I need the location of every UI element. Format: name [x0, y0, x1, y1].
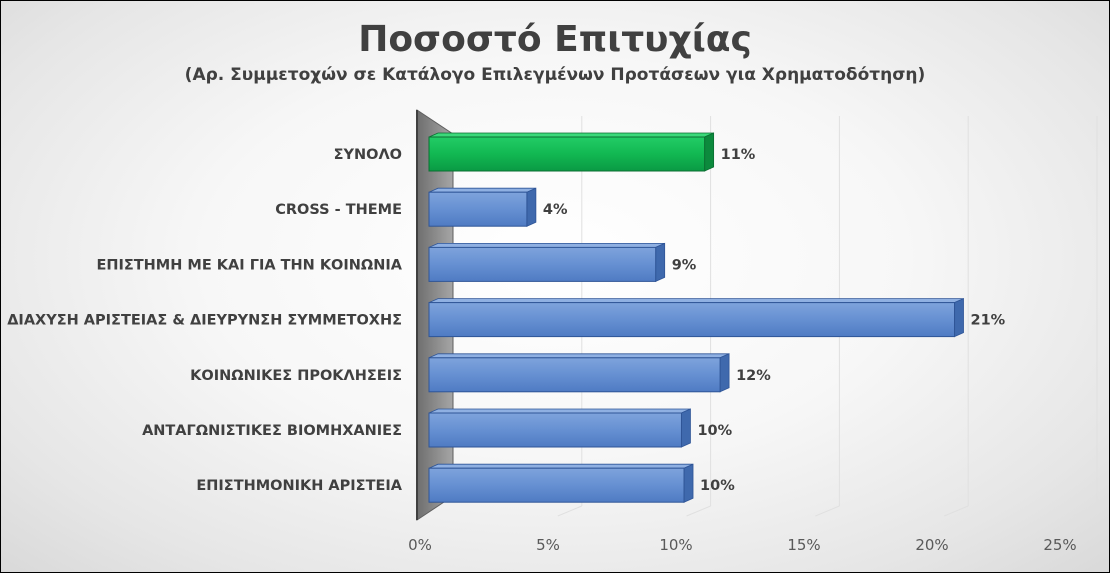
- bar: [428, 246, 657, 282]
- gridline-floor: [944, 505, 969, 517]
- x-tick-label: 15%: [787, 536, 820, 554]
- chart-title: Ποσοστό Επιτυχίας: [358, 19, 752, 60]
- category-labels: ΣΥΝΟΛΟ CROSS - THEME ΕΠΙΣΤΗΜΗ ΜΕ ΚΑΙ ΓΙΑ Τ…: [7, 147, 403, 494]
- bar: [428, 467, 685, 503]
- x-tick-label: 10%: [659, 536, 692, 554]
- category-label: ΔΙΑΧΥΣΗ ΑΡΙΣΤΕΙΑΣ & ΔΙΕΥΡΥΝΣΗ ΣΥΜΜΕΤΟΧΗΣ: [7, 313, 402, 329]
- category-label: ΕΠΙΣΤΗΜΟΝΙΚΗ ΑΡΙΣΤΕΙΑ: [196, 478, 402, 494]
- data-label: 10%: [697, 423, 732, 439]
- bar-end: [681, 408, 691, 448]
- bar: [428, 136, 706, 172]
- gridline-floor: [1072, 505, 1098, 517]
- x-tick-label: 20%: [915, 536, 948, 554]
- bar: [428, 357, 721, 393]
- bar-top: [428, 408, 691, 414]
- bar-top: [428, 463, 694, 469]
- category-label: ΚΟΙΝΩΝΙΚΕΣ ΠΡΟΚΛΗΣΕΙΣ: [190, 368, 402, 384]
- x-tick-label: 0%: [408, 536, 432, 554]
- x-axis-ticks: 0% 5% 10% 15% 20% 25%: [408, 536, 1077, 554]
- data-label: 10%: [700, 478, 735, 494]
- data-label: 11%: [721, 147, 756, 163]
- bar-end: [704, 132, 715, 172]
- gridline-floor: [557, 505, 582, 517]
- x-tick-label: 5%: [536, 536, 560, 554]
- bar-end: [719, 353, 730, 393]
- gridline-floor: [686, 505, 711, 517]
- data-label: 21%: [971, 313, 1006, 329]
- category-label: ΣΥΝΟΛΟ: [334, 147, 402, 163]
- data-label: 4%: [543, 202, 568, 218]
- bar-end: [655, 242, 666, 283]
- bar-end: [526, 187, 537, 227]
- category-label: ΕΠΙΣΤΗΜΗ ΜΕ ΚΑΙ ΓΙΑ ΤΗΝ ΚΟΙΝΩΝΙΑ: [96, 257, 402, 273]
- bar-top: [428, 298, 964, 304]
- data-labels: 11% 4% 9% 21% 12% 10% 10%: [543, 147, 1006, 494]
- bar-top: [428, 242, 665, 248]
- bar: [428, 302, 956, 338]
- bar-end: [683, 463, 694, 503]
- data-label: 9%: [672, 257, 697, 273]
- category-label: CROSS - THEME: [275, 202, 402, 218]
- bars: [428, 132, 964, 503]
- gridline-floor: [815, 505, 840, 517]
- category-label: ΑΝΤΑΓΩΝΙΣΤΙΚΕΣ ΒΙΟΜΗΧΑΝΙΕΣ: [142, 423, 402, 439]
- bar-top: [428, 353, 730, 359]
- bar-top: [428, 132, 714, 138]
- bar-end: [954, 297, 964, 338]
- bar: [428, 191, 528, 227]
- x-tick-label: 25%: [1043, 536, 1076, 554]
- bar: [428, 412, 682, 448]
- data-label: 12%: [736, 368, 771, 384]
- chart-subtitle: (Αρ. Συμμετοχών σε Κατάλογο Επιλεγμένων …: [184, 65, 926, 85]
- bar-top: [428, 187, 537, 193]
